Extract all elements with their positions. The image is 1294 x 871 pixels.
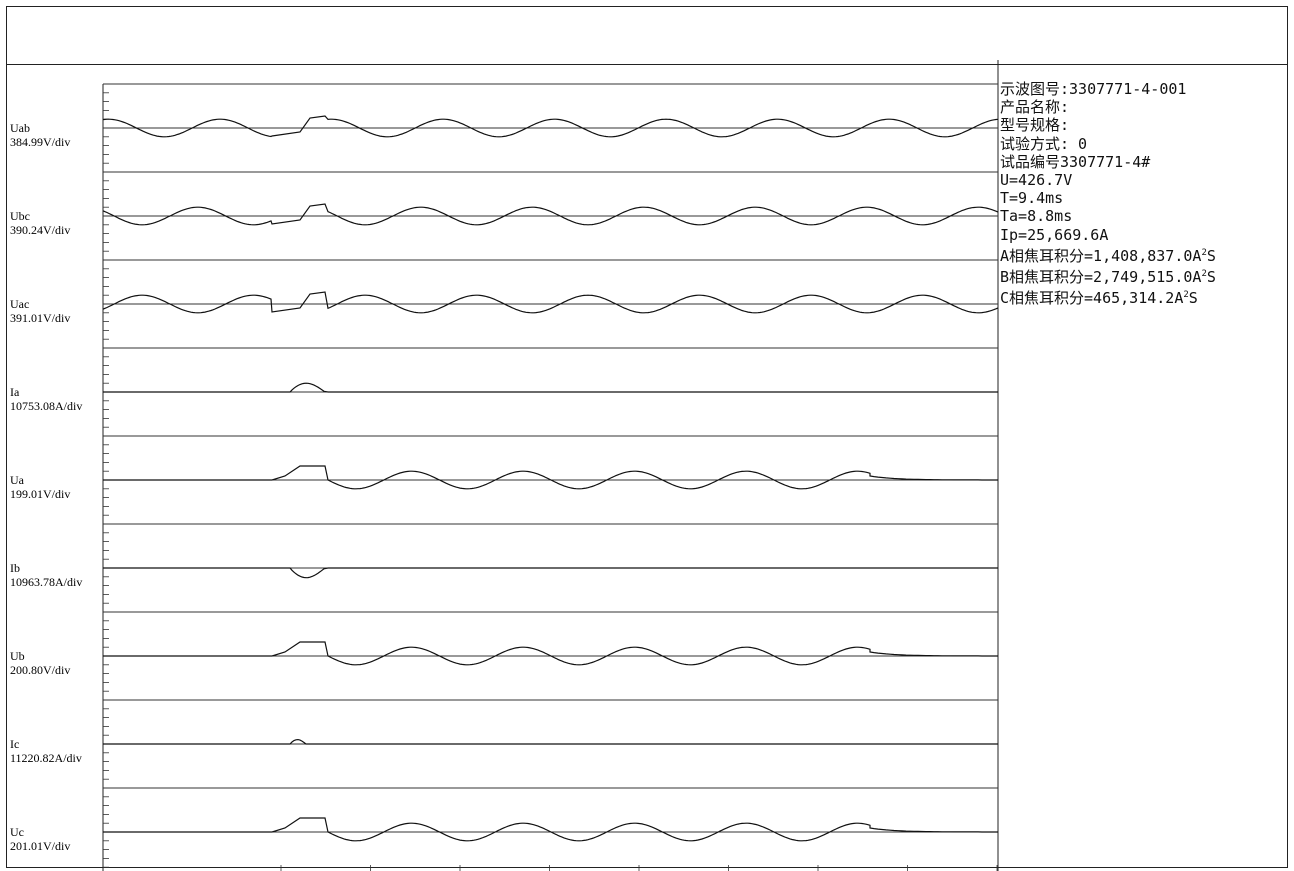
test-mode: 试验方式: 0: [1000, 134, 1088, 153]
oscillogram-frame: [6, 6, 1288, 868]
trace-uc: [103, 817, 998, 842]
arcing-time-value: Ta=8.8ms: [1000, 207, 1073, 226]
c-joule-text: C相焦耳积分=465,314.2A: [1000, 289, 1184, 308]
trace-uab: [102, 115, 999, 138]
info-panel: 示波图号:3307771-4-001 产品名称: 型号规格: 试验方式: 0 试…: [1000, 80, 1290, 307]
channel-scale-ic: 11220.82A/div: [10, 751, 82, 765]
trace-ib: [103, 567, 998, 579]
channel-name-ia: Ia: [10, 385, 20, 399]
b-joule-text: B相焦耳积分=2,749,515.0A: [1000, 268, 1202, 287]
b-phase-joule-integral: B相焦耳积分=2,749,515.0A2S: [1000, 265, 1290, 286]
channel-scale-uab: 384.99V/div: [10, 135, 70, 149]
header-bar: [7, 7, 1287, 65]
channel-scale-uac: 391.01V/div: [10, 311, 70, 325]
grid-layer: [102, 60, 999, 871]
a-joule-text: A相焦耳积分=1,408,837.0A: [1000, 246, 1202, 265]
a-phase-joule-integral: A相焦耳积分=1,408,837.0A2S: [1000, 244, 1290, 265]
peak-current-value: Ip=25,669.6A: [1000, 225, 1109, 244]
channel-scale-uc: 201.01V/div: [10, 839, 70, 853]
channel-name-uab: Uab: [10, 121, 30, 135]
a-joule-unit-tail: S: [1206, 246, 1216, 265]
channel-scale-ua: 199.01V/div: [10, 487, 70, 501]
product-name: 产品名称:: [1000, 98, 1070, 117]
channel-name-uac: Uac: [10, 297, 29, 311]
model-spec: 型号规格:: [1000, 116, 1070, 135]
b-joule-unit-sup: 2: [1201, 269, 1207, 280]
c-joule-unit-sup: 2: [1183, 290, 1189, 301]
channel-name-uc: Uc: [10, 825, 24, 839]
channel-scale-ubc: 390.24V/div: [10, 223, 70, 237]
channel-scale-ia: 10753.08A/div: [10, 399, 82, 413]
trace-ia: [103, 382, 998, 393]
channel-scale-ib: 10963.78A/div: [10, 575, 82, 589]
c-joule-unit-tail: S: [1188, 289, 1198, 308]
channel-name-ic: Ic: [10, 737, 19, 751]
b-joule-unit-tail: S: [1206, 268, 1216, 287]
channel-scale-ub: 200.80V/div: [10, 663, 70, 677]
record-number: 示波图号:3307771-4-001: [1000, 80, 1187, 98]
trace-ic: [103, 738, 998, 745]
trace-uac: [102, 291, 999, 314]
channel-name-ua: Ua: [10, 473, 25, 487]
trace-layer: [102, 115, 999, 842]
channel-name-ub: Ub: [10, 649, 25, 663]
sample-number: 试品编号3307771-4#: [1000, 152, 1151, 171]
trace-ubc: [102, 203, 999, 226]
channel-name-ib: Ib: [10, 561, 20, 575]
trace-ua: [103, 465, 998, 490]
c-phase-joule-integral: C相焦耳积分=465,314.2A2S: [1000, 286, 1290, 307]
voltage-value: U=426.7V: [1000, 171, 1073, 190]
time-value: T=9.4ms: [1000, 189, 1064, 208]
channel-name-ubc: Ubc: [10, 209, 30, 223]
trace-ub: [103, 641, 998, 666]
a-joule-unit-sup: 2: [1201, 247, 1207, 258]
